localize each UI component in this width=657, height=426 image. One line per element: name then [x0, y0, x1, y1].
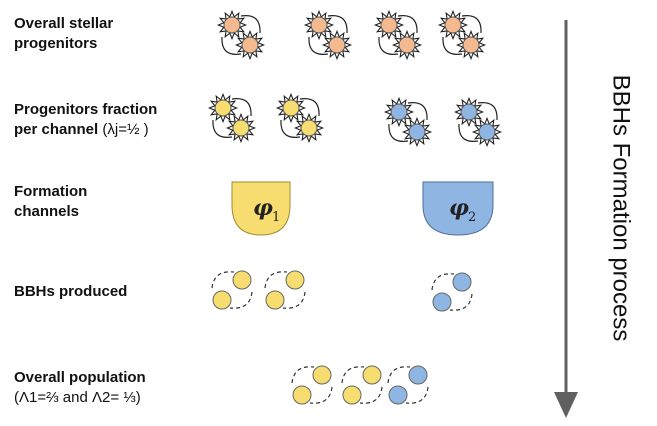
channel-2-index: 2: [468, 210, 476, 225]
black-hole-binary-icon: [387, 365, 429, 405]
label-line: progenitors: [14, 35, 98, 52]
label-line: channels: [14, 203, 80, 220]
black-hole-binary-icon: [264, 270, 306, 310]
black-hole-binary-icon: [341, 365, 383, 405]
label-line: BBHs produced: [14, 283, 128, 300]
star-binary-icon: [453, 96, 503, 148]
black-hole-binary-icon: [211, 270, 253, 310]
label-overall-population: Overall population (Λ1=⅔ and Λ2= ⅓): [14, 368, 146, 408]
label-progenitors-fraction: Progenitors fraction per channel (λj=½ ): [14, 100, 157, 140]
channel-progenitor-binaries-row: [207, 92, 503, 148]
label-bbhs-produced: BBHs produced: [14, 282, 127, 302]
star-binary-icon: [437, 9, 487, 61]
star-binary-icon: [303, 9, 353, 61]
channel-1-symbol: φ: [253, 195, 273, 221]
process-title: BBHs Formation process: [590, 18, 650, 398]
black-hole-binary-icon: [431, 272, 473, 312]
star-binary-icon: [275, 92, 325, 144]
star-binary-icon: [207, 92, 257, 144]
label-line: Overall stellar: [14, 15, 114, 32]
population-fraction-label: (Λ1=⅔ and Λ2= ⅓): [14, 389, 141, 406]
star-binary-icon: [373, 9, 423, 61]
label-line: Formation: [14, 183, 88, 200]
process-title-text: BBHs Formation process: [607, 74, 635, 342]
star-binary-icon: [383, 96, 433, 148]
channel-2-cup: φ 2: [422, 181, 494, 236]
label-formation-channels: Formation channels: [14, 182, 87, 222]
label-overall-progenitors: Overall stellar progenitors: [14, 14, 113, 54]
label-line: Overall population: [14, 369, 146, 386]
label-line: per channel (λj=½ ): [14, 120, 157, 140]
lambda-label: (λj=½ ): [102, 121, 149, 138]
black-hole-binary-icon: [291, 365, 333, 405]
process-arrow: [554, 20, 578, 418]
label-line: Progenitors fraction: [14, 101, 158, 118]
population-row: [291, 365, 429, 405]
channel-1-index: 1: [272, 210, 280, 225]
label-text: per channel: [14, 121, 99, 138]
channel-1-cup: φ 1: [231, 181, 291, 236]
bbh-row: [211, 270, 473, 312]
channel-2-symbol: φ: [449, 195, 469, 221]
progenitor-binaries-row: [216, 9, 487, 61]
star-binary-icon: [216, 9, 266, 61]
